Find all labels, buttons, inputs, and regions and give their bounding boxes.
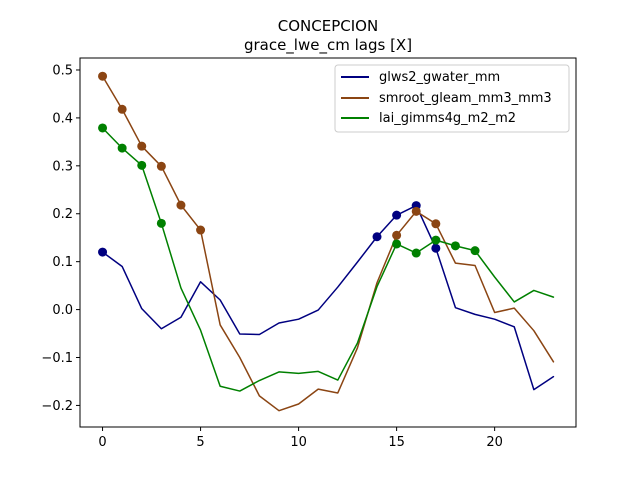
data-point xyxy=(156,161,166,171)
chart-title: CONCEPCION xyxy=(278,17,378,35)
data-point xyxy=(470,246,480,256)
data-point xyxy=(98,123,108,133)
x-tick-label: 5 xyxy=(196,435,204,450)
data-point xyxy=(450,241,460,251)
y-tick-label: 0.1 xyxy=(52,255,73,270)
y-tick-label: 0.5 xyxy=(52,63,73,78)
data-point xyxy=(176,200,186,210)
series-line xyxy=(101,75,555,412)
series-layer xyxy=(98,71,555,412)
x-tick-label: 15 xyxy=(388,435,405,450)
data-point xyxy=(117,104,127,114)
legend-box xyxy=(334,64,570,133)
data-point xyxy=(431,235,441,245)
data-point xyxy=(392,230,402,240)
series-lai_gimms4g_m2_m2 xyxy=(98,123,555,392)
legend-entry: smroot_gleam_mm3_mm3 xyxy=(341,91,552,106)
legend-label: smroot_gleam_mm3_mm3 xyxy=(379,91,552,106)
legend: glws2_gwater_mm smroot_gleam_mm3_mm3 lai… xyxy=(334,64,570,133)
data-point xyxy=(156,218,166,228)
y-tick-label: −0.2 xyxy=(41,399,73,414)
series-line xyxy=(101,127,555,392)
chart-subtitle: grace_lwe_cm lags [X] xyxy=(244,36,412,55)
data-point xyxy=(392,239,402,249)
legend-entry: lai_gimms4g_m2_m2 xyxy=(341,111,516,126)
legend-entry: glws2_gwater_mm xyxy=(341,70,500,85)
data-point xyxy=(98,247,108,257)
legend-label: lai_gimms4g_m2_m2 xyxy=(379,111,516,126)
data-point xyxy=(392,210,402,220)
data-point xyxy=(196,225,206,235)
data-point xyxy=(137,160,147,170)
legend-label: glws2_gwater_mm xyxy=(379,70,500,85)
y-tick-label: 0.2 xyxy=(52,207,73,222)
series-line xyxy=(101,204,555,391)
data-point xyxy=(411,206,421,216)
data-point xyxy=(137,141,147,151)
y-tick-label: 0.0 xyxy=(52,303,73,318)
data-point xyxy=(98,71,108,81)
data-point xyxy=(411,248,421,258)
y-tick-label: 0.4 xyxy=(52,111,73,126)
axes-layer: 0 5 10 15 20 −0.2 −0.1 0.0 0.1 0.2 0.3 0.4 0.5 xyxy=(41,57,577,450)
x-tick-label: 10 xyxy=(290,435,307,450)
data-point xyxy=(372,232,382,242)
series-smroot_gleam_mm3_mm3 xyxy=(98,71,555,412)
plot-frame xyxy=(79,57,577,428)
x-tick-label: 0 xyxy=(98,435,106,450)
data-point xyxy=(117,143,127,153)
data-point xyxy=(431,243,441,253)
y-tick-label: −0.1 xyxy=(41,351,73,366)
y-tick-label: 0.3 xyxy=(52,159,73,174)
x-tick-label: 20 xyxy=(486,435,503,450)
data-point xyxy=(431,219,441,229)
